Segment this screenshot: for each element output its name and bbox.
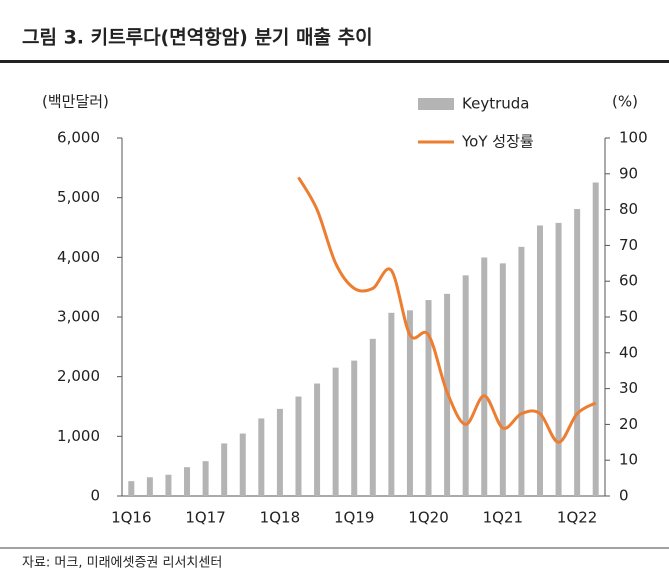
bar	[388, 312, 395, 496]
title-rule	[0, 60, 669, 63]
x-tick-label: 1Q20	[408, 509, 448, 527]
y-tick-label: 4,000	[57, 248, 100, 266]
bar	[518, 246, 525, 496]
x-tick-label: 1Q17	[185, 509, 225, 527]
y2-tick-label: 30	[619, 379, 638, 397]
legend-label: Keytruda	[462, 95, 529, 113]
bar	[406, 310, 413, 496]
y2-tick-label: 10	[619, 451, 638, 469]
y-tick-label: 0	[90, 487, 100, 505]
y-tick-label: 1,000	[57, 427, 100, 445]
y-tick-label: 5,000	[57, 188, 100, 206]
x-tick-label: 1Q19	[334, 509, 374, 527]
x-tick-label: 1Q21	[483, 509, 523, 527]
y2-tick-label: 100	[619, 129, 648, 147]
y2-tick-label: 50	[619, 308, 638, 326]
bar	[202, 461, 209, 496]
y2-tick-label: 20	[619, 415, 638, 433]
y2-axis-label: (%)	[612, 93, 638, 111]
bar	[536, 225, 543, 497]
y-axis-label: (백만달러)	[42, 93, 109, 111]
bar	[555, 222, 562, 496]
bar	[184, 467, 191, 496]
source: 자료: 머크, 미래에셋증권 리서치센터	[22, 556, 222, 571]
legend-swatch	[418, 98, 454, 110]
y-tick-label: 2,000	[57, 367, 100, 385]
legend-label: YoY 성장률	[461, 133, 534, 151]
x-tick-label: 1Q18	[260, 509, 300, 527]
bar	[332, 367, 339, 496]
bar	[276, 408, 283, 496]
bar	[481, 257, 488, 496]
y2-tick-label: 90	[619, 164, 638, 182]
y2-tick-label: 0	[619, 487, 629, 505]
x-tick-label: 1Q16	[111, 509, 151, 527]
bar	[221, 443, 228, 496]
y-tick-label: 3,000	[57, 308, 100, 326]
bar	[146, 477, 153, 496]
chart-title: 그림 3. 키트루다(면역항암) 분기 매출 추이	[22, 27, 373, 49]
y-tick-label: 6,000	[57, 129, 100, 147]
bar	[369, 338, 376, 496]
bar	[258, 418, 265, 496]
x-tick-label: 1Q22	[557, 509, 597, 527]
bar	[499, 263, 506, 496]
bar	[239, 433, 246, 496]
bar	[165, 474, 172, 496]
bar	[462, 275, 469, 496]
y2-tick-label: 60	[619, 272, 638, 290]
bar	[425, 300, 432, 496]
y2-tick-label: 80	[619, 200, 638, 218]
y2-tick-label: 70	[619, 236, 638, 254]
y2-tick-label: 40	[619, 343, 638, 361]
bar	[128, 481, 135, 496]
line	[297, 176, 597, 444]
bar	[351, 360, 358, 496]
bar	[295, 396, 302, 496]
bar	[314, 383, 321, 496]
bar	[592, 182, 599, 496]
bar	[574, 209, 581, 497]
